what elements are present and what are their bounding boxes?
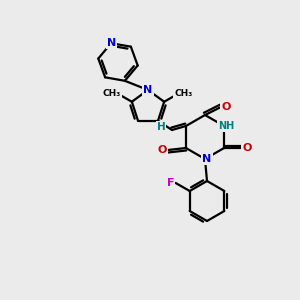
Text: NH: NH — [218, 121, 234, 131]
Text: N: N — [106, 38, 116, 48]
Text: H: H — [157, 122, 165, 132]
Text: O: O — [221, 102, 231, 112]
Text: F: F — [167, 178, 174, 188]
Text: CH₃: CH₃ — [103, 89, 121, 98]
Text: N: N — [202, 154, 211, 164]
Text: O: O — [157, 145, 167, 155]
Text: N: N — [143, 85, 153, 95]
Text: CH₃: CH₃ — [174, 89, 192, 98]
Text: O: O — [242, 143, 252, 153]
